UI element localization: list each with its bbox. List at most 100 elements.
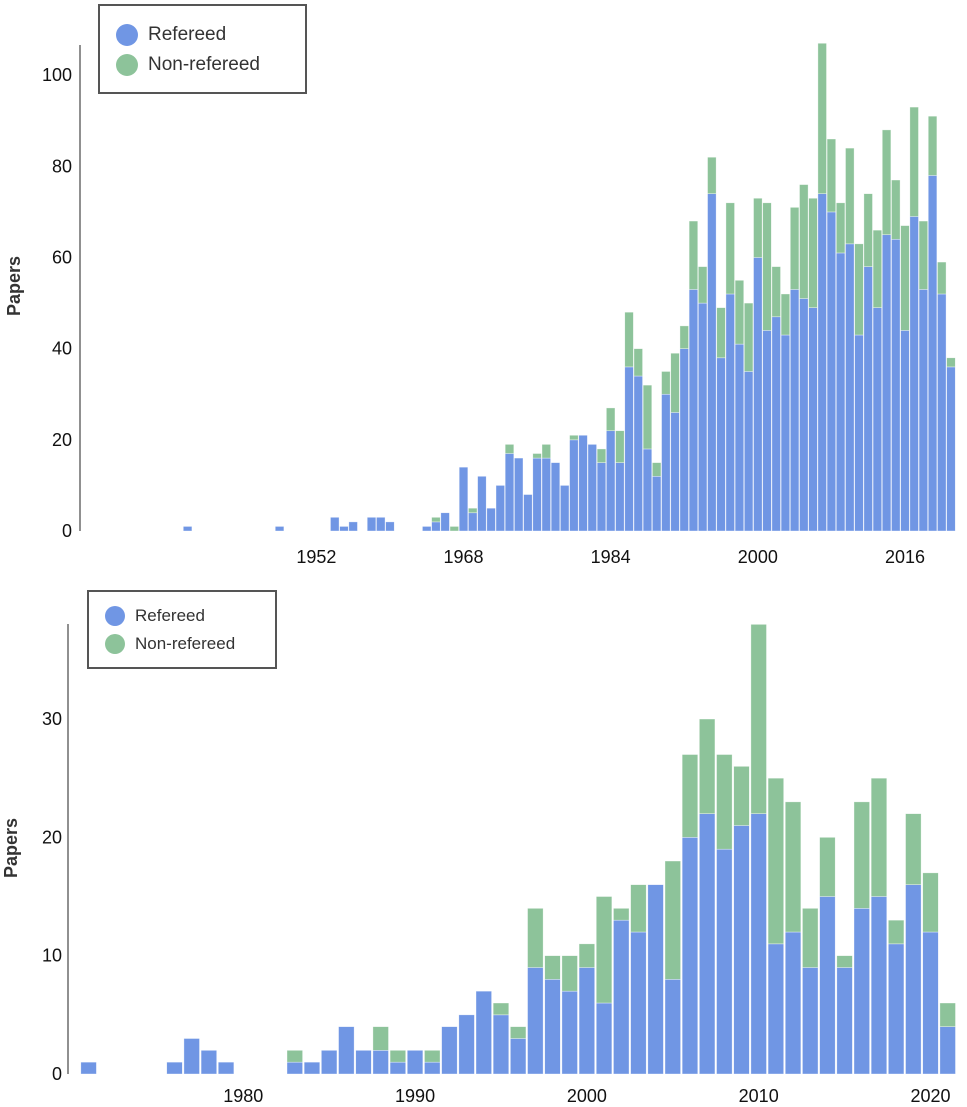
bar-refereed-2003 — [780, 334, 791, 532]
bar-refereed-2019 — [905, 884, 922, 1075]
bar-refereed-1995 — [707, 193, 717, 532]
bar-nonrefereed-2002 — [771, 266, 781, 318]
bar-refereed-1986 — [338, 1026, 355, 1075]
bar-nonrefereed-1965 — [431, 517, 441, 523]
bar-refereed-1987 — [355, 1050, 372, 1075]
bar-refereed-1999 — [744, 371, 754, 532]
bar-nonrefereed-2014 — [819, 837, 836, 897]
x-tick-label: 1984 — [591, 547, 631, 567]
refereed-swatch-icon — [116, 24, 138, 46]
legend-bottom: Refereed Non-refereed — [87, 590, 277, 669]
refereed-swatch-icon — [105, 606, 125, 626]
bar-refereed-2004 — [647, 884, 664, 1075]
bar-refereed-2006 — [808, 307, 818, 532]
bar-nonrefereed-1989 — [389, 1050, 406, 1063]
bar-refereed-2013 — [802, 967, 819, 1075]
bar-refereed-2007 — [817, 193, 827, 532]
bar-nonrefereed-2001 — [762, 202, 772, 331]
bar-nonrefereed-2006 — [681, 754, 699, 838]
bar-refereed-1954 — [330, 517, 340, 532]
bar-nonrefereed-2008 — [716, 754, 733, 850]
x-tick-label: 1952 — [296, 547, 336, 567]
bar-refereed-1938 — [183, 526, 193, 532]
x-tick-label: 2010 — [739, 1086, 779, 1106]
chart-recent-years: 0 10 20 30 1980 1990 2000 2010 2020 Papers — [1, 624, 956, 1106]
bar-nonrefereed-1999 — [744, 302, 754, 372]
bar-nonrefereed-1987 — [633, 348, 643, 377]
bar-refereed-1991 — [424, 1061, 441, 1075]
legend-item-refereed[interactable]: Refereed — [116, 24, 226, 46]
y-tick-label: 20 — [42, 827, 62, 847]
bar-refereed-1989 — [389, 1061, 406, 1075]
bar-refereed-1997 — [527, 967, 544, 1075]
x-tick-label: 2016 — [885, 547, 925, 567]
bar-refereed-1997 — [725, 293, 735, 532]
bar-refereed-1971 — [80, 1061, 97, 1075]
bar-nonrefereed-2007 — [699, 718, 716, 814]
legend-label: Non-refereed — [135, 634, 236, 653]
bar-nonrefereed-2004 — [790, 207, 800, 290]
bar-nonrefereed-1999 — [561, 955, 578, 992]
bar-nonrefereed-2013 — [802, 908, 819, 968]
bar-refereed-1996 — [510, 1038, 527, 1075]
bar-refereed-1986 — [624, 366, 634, 532]
bar-refereed-1981 — [578, 434, 588, 532]
bar-refereed-2007 — [699, 813, 716, 1075]
bar-refereed-1975 — [523, 494, 533, 532]
bar-refereed-1972 — [495, 485, 505, 532]
bar-refereed-2014 — [819, 896, 836, 1075]
bar-refereed-1992 — [441, 1026, 458, 1075]
bar-refereed-2006 — [681, 837, 699, 1075]
bar-refereed-1980 — [569, 439, 579, 532]
bar-refereed-2002 — [613, 919, 630, 1075]
y-tick-label: 0 — [52, 1064, 62, 1084]
y-tick-label: 40 — [52, 339, 72, 359]
bar-nonrefereed-1977 — [541, 444, 551, 459]
nonrefereed-swatch-icon — [116, 54, 138, 76]
legend-label: Refereed — [148, 24, 227, 45]
bar-refereed-1976 — [532, 457, 542, 532]
bar-refereed-2019 — [927, 175, 938, 532]
bar-nonrefereed-1996 — [510, 1026, 527, 1039]
bar-refereed-1998 — [544, 979, 561, 1075]
bar-nonrefereed-2010 — [845, 147, 855, 245]
bar-refereed-1959 — [376, 517, 386, 532]
legend-item-nonrefereed[interactable]: Non-refereed — [116, 54, 260, 76]
x-tick-label: 2000 — [567, 1086, 607, 1106]
bar-refereed-2000 — [578, 967, 595, 1075]
bar-refereed-2004 — [790, 289, 800, 532]
bar-nonrefereed-2009 — [733, 766, 750, 826]
bar-refereed-2021 — [946, 366, 956, 532]
bar-nonrefereed-2019 — [927, 115, 938, 176]
bar-refereed-1996 — [716, 357, 726, 532]
bar-nonrefereed-2000 — [753, 197, 763, 258]
legend-label: Refereed — [135, 606, 205, 625]
bar-refereed-1990 — [406, 1050, 424, 1075]
legend-item-refereed[interactable]: Refereed — [105, 606, 205, 626]
bar-nonrefereed-2003 — [780, 293, 791, 336]
bar-refereed-1978 — [550, 462, 561, 532]
bar-nonrefereed-1973 — [504, 444, 515, 454]
bar-refereed-1993 — [688, 289, 699, 532]
bar-nonrefereed-2001 — [595, 896, 613, 1004]
bar-refereed-1971 — [486, 507, 496, 532]
bar-nonrefereed-1983 — [286, 1050, 303, 1063]
bar-refereed-1984 — [303, 1061, 321, 1075]
bar-nonrefereed-1969 — [468, 507, 478, 514]
bar-refereed-1985 — [321, 1050, 338, 1075]
legend-label: Non-refereed — [148, 54, 260, 75]
nonrefereed-swatch-icon — [105, 634, 125, 654]
chart-all-years: 0 20 40 60 80 100 1952 1968 1984 2000 2016 Papers — [4, 42, 956, 567]
bar-nonrefereed-2007 — [817, 42, 827, 194]
bar-refereed-1991 — [670, 412, 680, 532]
bar-nonrefereed-1991 — [424, 1050, 441, 1063]
bar-refereed-1969 — [468, 512, 478, 532]
bar-refereed-2018 — [918, 289, 928, 532]
legend-top: Refereed Non-refereed — [98, 4, 307, 94]
bar-refereed-1983 — [596, 462, 607, 532]
legend-item-nonrefereed[interactable]: Non-refereed — [105, 634, 235, 654]
bar-refereed-1998 — [734, 343, 745, 532]
bar-nonrefereed-1998 — [734, 280, 745, 345]
bar-nonrefereed-2016 — [853, 801, 870, 909]
